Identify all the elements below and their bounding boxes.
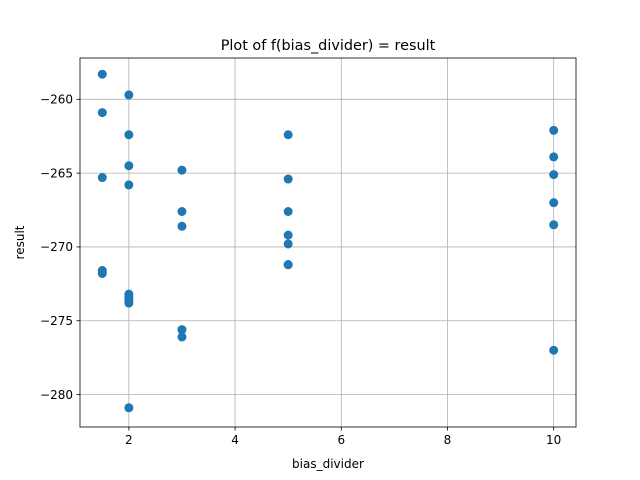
data-points [97,69,559,413]
data-point [549,345,559,355]
x-axis-label: bias_divider [292,457,364,471]
data-point [124,161,134,171]
data-point [124,403,134,413]
data-point [283,130,293,140]
data-point [177,332,187,342]
data-point [97,108,107,118]
x-axis-ticks: 2 4 6 8 10 [125,427,561,447]
x-tick-label: 2 [125,433,133,447]
y-tick-label: −260 [40,93,73,107]
y-tick-label: −265 [40,166,73,180]
data-point [97,268,107,278]
data-point [124,90,134,100]
data-point [549,220,559,230]
data-point [283,174,293,184]
y-tick-label: −270 [40,240,73,254]
data-point [97,69,107,79]
chart-title: Plot of f(bias_divider) = result [221,38,436,54]
x-tick-label: 4 [231,433,239,447]
data-point [177,325,187,335]
data-point [283,230,293,240]
data-point [283,260,293,270]
grid-lines [80,58,576,427]
data-point [177,207,187,217]
data-point [177,221,187,231]
data-point [124,130,134,140]
x-tick-label: 6 [337,433,345,447]
y-tick-label: −275 [40,314,73,328]
data-point [549,170,559,180]
y-tick-label: −280 [40,388,73,402]
data-point [283,239,293,249]
data-point [283,207,293,217]
data-point [549,152,559,162]
y-axis-label: result [13,225,27,259]
data-point [549,198,559,208]
x-tick-label: 8 [444,433,452,447]
data-point [549,125,559,135]
x-tick-label: 10 [546,433,561,447]
y-axis-ticks: −280 −275 −270 −265 −260 [40,93,80,402]
plot-frame [79,57,577,428]
data-point [97,173,107,183]
data-point [177,165,187,175]
data-point [124,298,134,308]
data-point [124,180,134,190]
